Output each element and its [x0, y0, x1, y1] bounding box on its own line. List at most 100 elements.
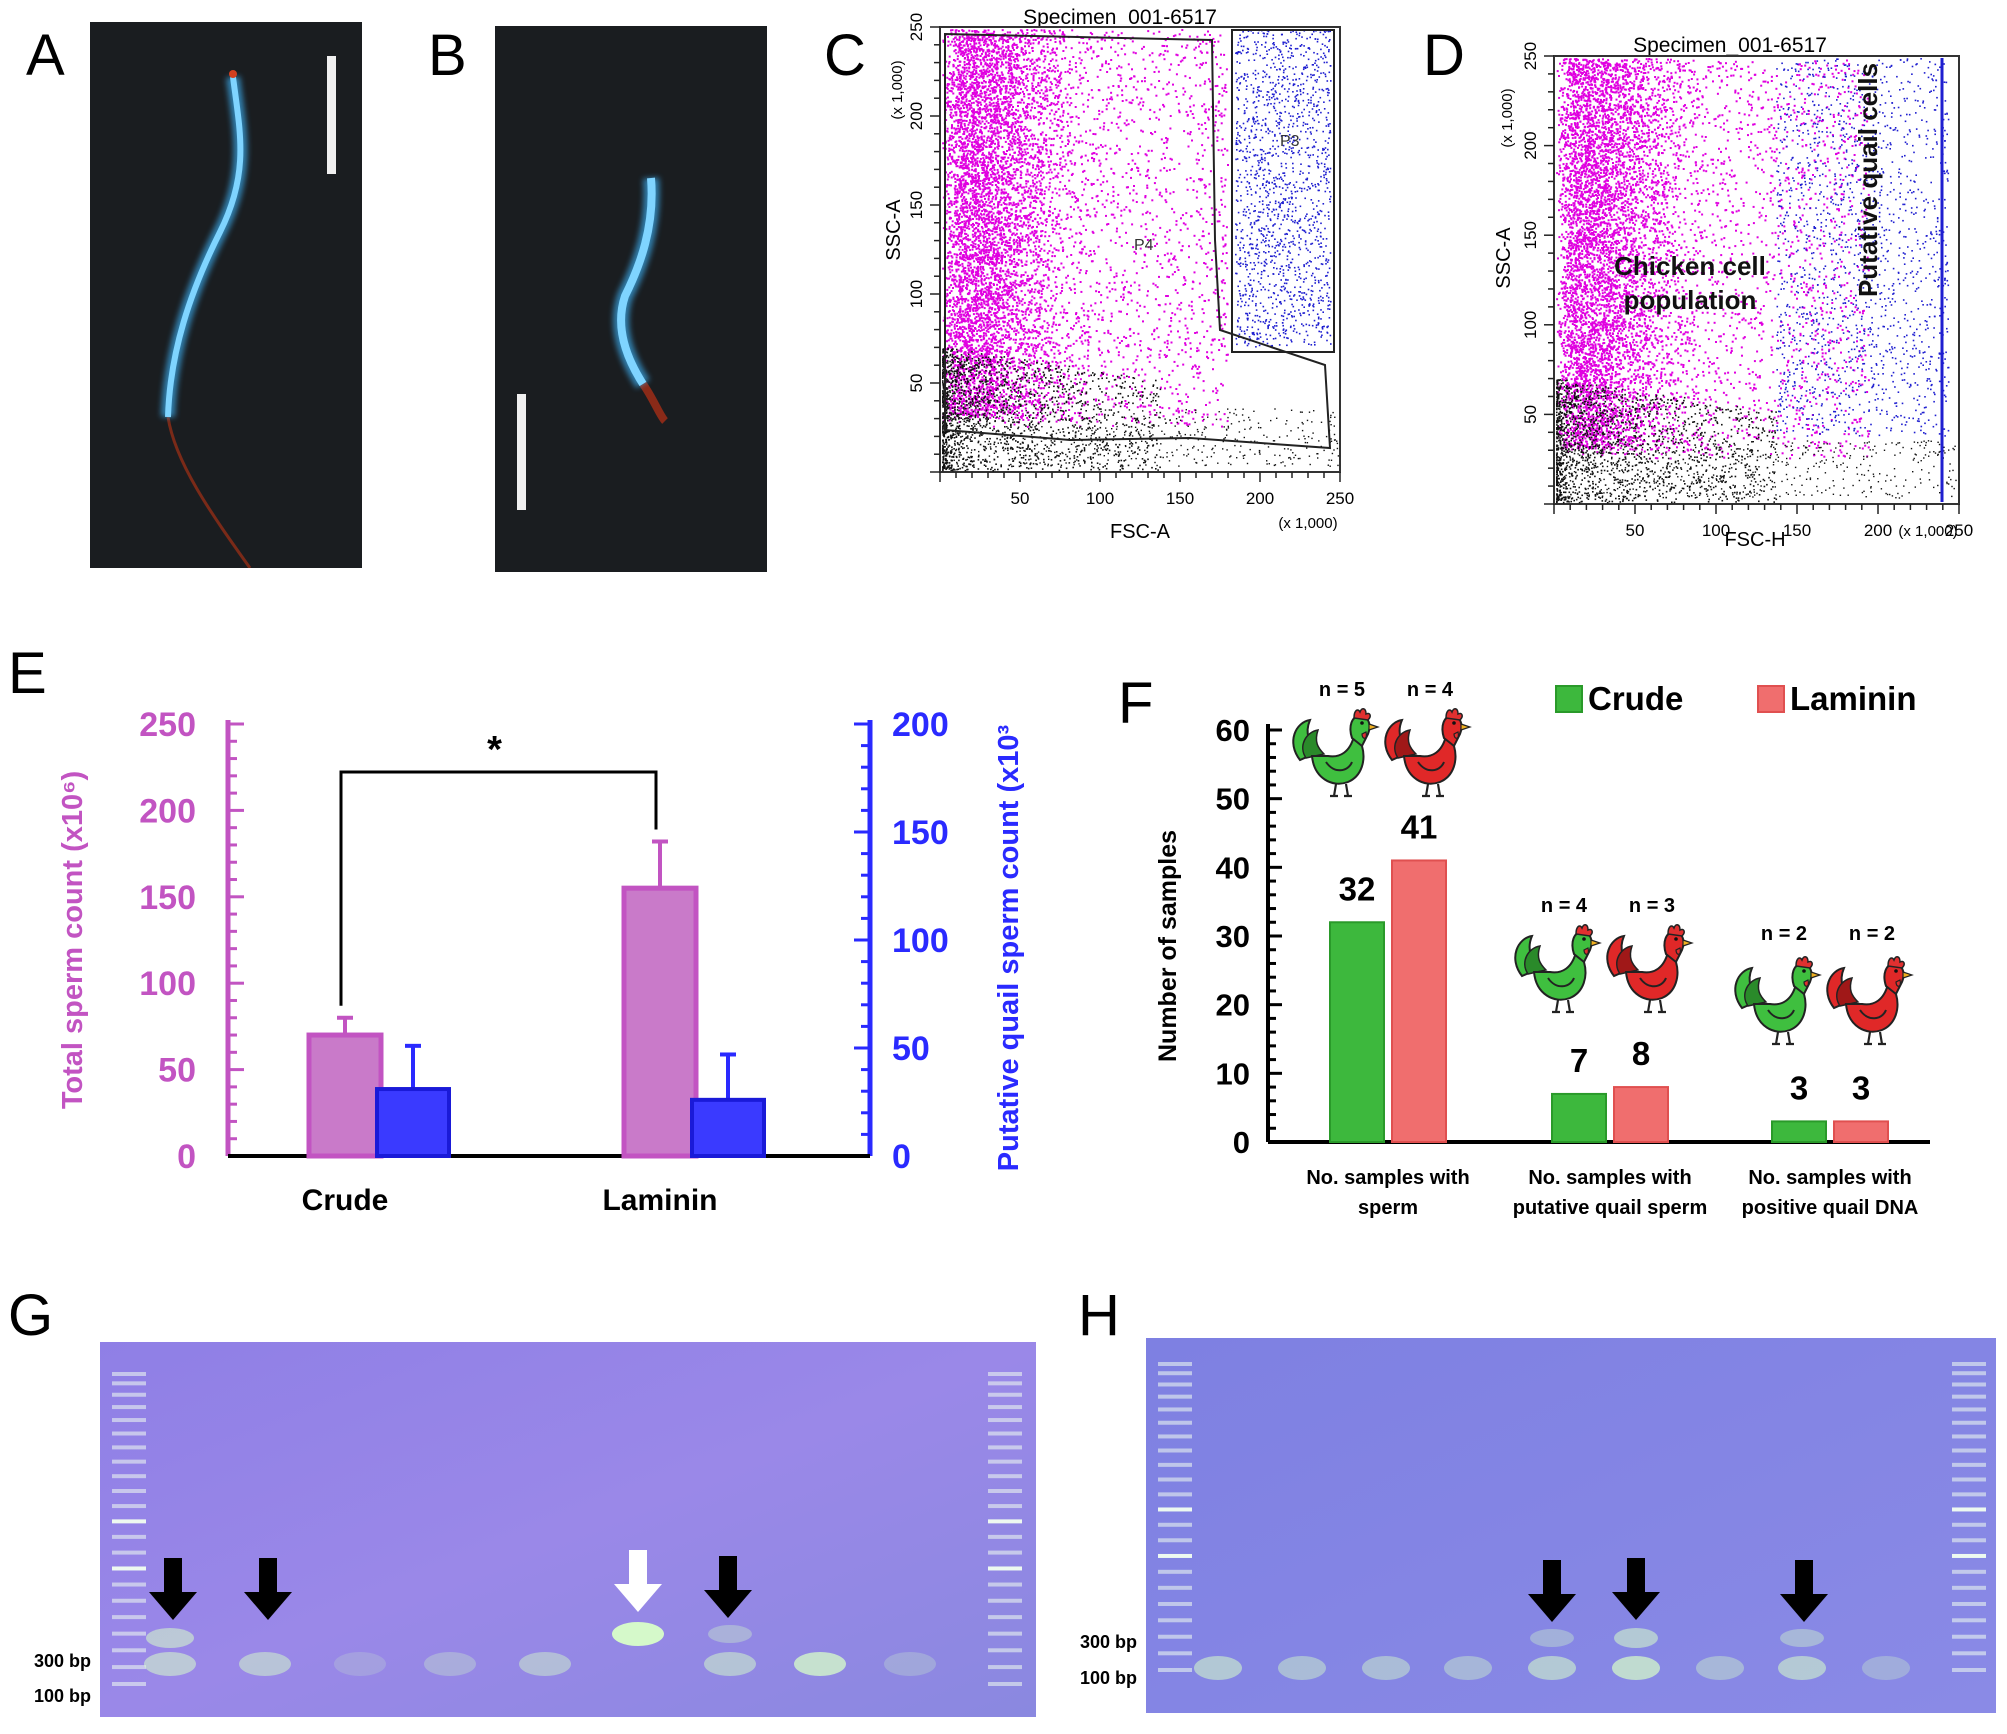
gel-band — [1614, 1628, 1658, 1648]
gel-band — [424, 1652, 476, 1676]
gel-band — [708, 1625, 752, 1643]
micrograph-b — [495, 26, 767, 572]
bar-quail-crude — [375, 1087, 451, 1159]
left-tick-label: 50 — [158, 1052, 196, 1090]
bar-crude — [1551, 1092, 1607, 1143]
category-label: positive quail DNA — [1742, 1197, 1919, 1219]
right-tick-label: 0 — [892, 1138, 911, 1176]
gel-band-bright — [612, 1622, 664, 1646]
y-tick-label: 50 — [907, 374, 926, 393]
left-tick-label: 250 — [139, 706, 196, 744]
bar-laminin — [1391, 859, 1447, 1143]
scale-bar — [517, 394, 526, 510]
sperm-head — [165, 76, 244, 418]
significance-star: * — [487, 729, 502, 771]
flow-scale-y: (x 1,000) — [889, 60, 906, 119]
x-tick-label: 150 — [1783, 521, 1811, 540]
x-tick-label: 250 — [1326, 489, 1354, 508]
value-label-crude: 3 — [1790, 1069, 1808, 1106]
legend-label-crude: Crude — [1588, 680, 1683, 717]
gel-marker-300: 300 bp — [1080, 1632, 1137, 1652]
dna-ladder — [1158, 1362, 1192, 1672]
rooster-green-icon — [1734, 956, 1822, 1046]
value-label-crude: 32 — [1339, 870, 1376, 907]
gel-band — [1362, 1656, 1410, 1680]
bar-laminin — [1613, 1086, 1669, 1144]
rooster-red-icon — [1826, 956, 1914, 1046]
right-tick-label: 150 — [892, 814, 949, 852]
gel-band — [144, 1652, 196, 1676]
panel-label-f: F — [1118, 670, 1153, 737]
y-tick-label: 10 — [1216, 1056, 1250, 1091]
flow-plot-d: Specimen_001-6517 (x 1,000) SSC-A Chicke… — [1493, 34, 1973, 551]
gel-band — [1862, 1656, 1910, 1680]
value-label-laminin: 41 — [1401, 808, 1438, 845]
y-tick-label: 150 — [907, 191, 926, 219]
bar-quail-laminin — [690, 1097, 766, 1158]
bar-crude — [1329, 921, 1385, 1143]
gel-band — [794, 1652, 846, 1676]
n-label-laminin: n = 3 — [1629, 895, 1675, 917]
dna-ladder — [112, 1372, 146, 1686]
bar-chart-f: 0 10 20 30 40 50 60 Number of samples Crude Lamin… — [1154, 679, 1930, 1219]
flow-plot-c: Specimen_001-6517 (x 1,000) SSC-A P4 P3 … — [883, 6, 1354, 543]
y-tick-label: 200 — [1521, 131, 1540, 159]
rooster-green-icon — [1292, 708, 1380, 798]
gel-h: 300 bp 100 bp — [1080, 1338, 2000, 1718]
bar-crude — [1771, 1120, 1827, 1143]
value-label-crude: 7 — [1570, 1042, 1588, 1079]
y-tick-label: 50 — [1216, 782, 1250, 817]
x-tick-label: 250 — [1945, 521, 1973, 540]
gel-band — [1530, 1629, 1574, 1647]
gel-marker-100: 100 bp — [34, 1686, 91, 1706]
left-tick-label: 100 — [139, 965, 196, 1003]
x-tick-label: 200 — [1246, 489, 1274, 508]
panel-label-e: E — [8, 640, 47, 707]
legend-swatch-crude — [1555, 685, 1583, 713]
y-tick-label: 100 — [907, 280, 926, 308]
left-tick-label: 0 — [177, 1138, 196, 1176]
arrow-down-icon — [1528, 1560, 1576, 1622]
left-tick-label: 200 — [139, 792, 196, 830]
gel-band — [334, 1652, 386, 1676]
arrow-down-icon — [149, 1558, 197, 1620]
category-label: No. samples with — [1528, 1167, 1691, 1189]
flow-y-label: SSC-A — [883, 199, 905, 261]
gate-p3 — [1231, 29, 1335, 353]
rooster-green-icon — [1514, 924, 1602, 1014]
y-tick-label: 30 — [1216, 919, 1250, 954]
x-tick-label: 100 — [1086, 489, 1114, 508]
gel-band — [1528, 1656, 1576, 1680]
category-label: sperm — [1358, 1197, 1418, 1219]
gate-p3-label: P3 — [1280, 133, 1300, 150]
flow-scale-y: (x 1,000) — [1499, 88, 1516, 147]
arrow-down-icon — [1612, 1558, 1660, 1620]
y-tick-label: 0 — [1233, 1125, 1250, 1160]
micrograph-a — [90, 22, 362, 568]
gel-band — [704, 1652, 756, 1676]
gel-g: 300 bp 100 bp — [20, 1342, 1040, 1722]
bar-chart-e: 0 50 100 150 200 250 Total sperm count (x10⁶) 0… — [57, 706, 1025, 1217]
n-label-crude: n = 4 — [1541, 895, 1588, 917]
bar-laminin — [1833, 1120, 1889, 1143]
x-tick-label: 50 — [1011, 489, 1030, 508]
quail-cells-label: Putative quail cells — [1853, 63, 1883, 297]
arrow-down-icon — [1780, 1560, 1828, 1622]
flow-x-label: FSC-A — [1110, 521, 1171, 543]
flow-y-label: SSC-A — [1493, 227, 1515, 289]
flow-title: Specimen_001-6517 — [1633, 34, 1827, 57]
right-axis-label: Putative quail sperm count (x10³ — [993, 724, 1025, 1171]
arrow-down-icon — [704, 1556, 752, 1618]
gel-band — [1780, 1629, 1824, 1647]
value-label-laminin: 8 — [1632, 1035, 1650, 1072]
y-tick-label: 50 — [1521, 405, 1540, 424]
scale-bar — [327, 56, 336, 174]
legend-swatch-laminin — [1757, 685, 1785, 713]
y-tick-label: 40 — [1216, 850, 1250, 885]
legend-label-laminin: Laminin — [1790, 680, 1917, 717]
panel-label-a: A — [26, 22, 65, 89]
left-axis-label: Total sperm count (x10⁶) — [57, 771, 89, 1109]
gel-marker-300: 300 bp — [34, 1651, 91, 1671]
n-label-crude: n = 5 — [1319, 679, 1365, 701]
right-tick-label: 200 — [892, 706, 949, 744]
